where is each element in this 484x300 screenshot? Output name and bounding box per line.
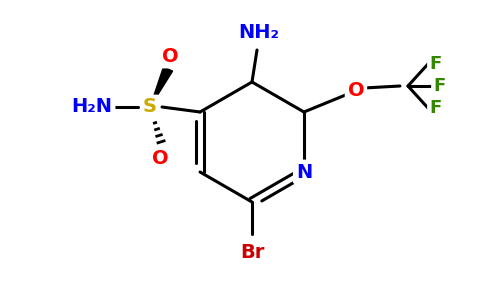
Text: F: F bbox=[434, 77, 446, 95]
Text: F: F bbox=[430, 55, 442, 73]
Text: O: O bbox=[151, 148, 168, 167]
Text: S: S bbox=[143, 98, 157, 116]
Text: N: N bbox=[296, 163, 312, 182]
Text: Br: Br bbox=[240, 242, 264, 262]
Text: O: O bbox=[348, 80, 364, 100]
Text: O: O bbox=[162, 46, 178, 65]
Polygon shape bbox=[150, 67, 173, 107]
Text: F: F bbox=[430, 99, 442, 117]
Text: H₂N: H₂N bbox=[72, 98, 113, 116]
Text: NH₂: NH₂ bbox=[239, 22, 279, 41]
